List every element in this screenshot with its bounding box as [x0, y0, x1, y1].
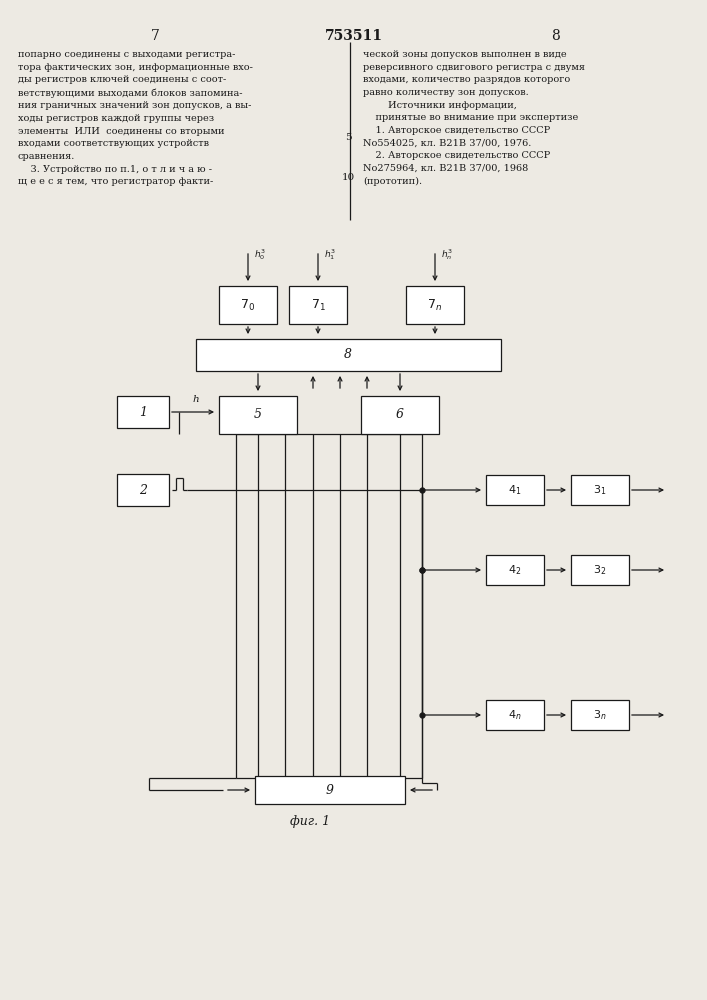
- Text: $4_n$: $4_n$: [508, 708, 522, 722]
- Text: 9: 9: [326, 784, 334, 796]
- Text: попарно соединены с выходами регистра-
тора фактических зон, информационные вхо-: попарно соединены с выходами регистра- т…: [18, 50, 253, 186]
- Bar: [117, 396, 169, 428]
- Text: $4_2$: $4_2$: [508, 563, 522, 577]
- Bar: [289, 286, 347, 324]
- Text: $7_n$: $7_n$: [428, 297, 443, 313]
- Text: h: h: [193, 395, 199, 404]
- Text: 5: 5: [345, 133, 351, 142]
- Bar: [255, 776, 405, 804]
- Bar: [486, 700, 544, 730]
- Bar: [571, 700, 629, 730]
- Text: фиг. 1: фиг. 1: [290, 816, 330, 828]
- Text: $3_1$: $3_1$: [593, 483, 607, 497]
- Bar: [406, 286, 464, 324]
- Bar: [196, 339, 501, 371]
- Text: $3_2$: $3_2$: [593, 563, 607, 577]
- Bar: [219, 396, 297, 434]
- Text: $3_n$: $3_n$: [593, 708, 607, 722]
- Text: 6: 6: [396, 408, 404, 422]
- Text: $h_0^3$: $h_0^3$: [254, 247, 266, 262]
- Text: 10: 10: [341, 174, 355, 182]
- Bar: [571, 475, 629, 505]
- Text: ческой зоны допусков выполнен в виде
реверсивного сдвигового регистра с двумя
вх: ческой зоны допусков выполнен в виде рев…: [363, 50, 585, 186]
- Text: 753511: 753511: [325, 29, 383, 43]
- Bar: [361, 396, 439, 434]
- Text: $7_0$: $7_0$: [240, 297, 255, 313]
- Text: 5: 5: [254, 408, 262, 422]
- Bar: [486, 555, 544, 585]
- Text: 8: 8: [551, 29, 559, 43]
- Text: 1: 1: [139, 406, 147, 418]
- Bar: [117, 474, 169, 506]
- Text: $7_1$: $7_1$: [310, 297, 325, 313]
- Text: 7: 7: [151, 29, 160, 43]
- Text: 8: 8: [344, 349, 352, 361]
- Text: $4_1$: $4_1$: [508, 483, 522, 497]
- Bar: [486, 475, 544, 505]
- Text: $h_n^3$: $h_n^3$: [441, 247, 453, 262]
- Bar: [219, 286, 277, 324]
- Text: 2: 2: [139, 484, 147, 496]
- Bar: [571, 555, 629, 585]
- Text: $h_1^3$: $h_1^3$: [324, 247, 336, 262]
